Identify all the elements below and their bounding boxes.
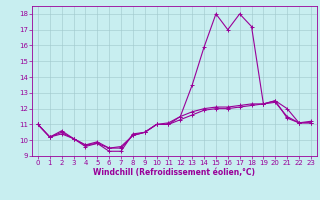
X-axis label: Windchill (Refroidissement éolien,°C): Windchill (Refroidissement éolien,°C) [93, 168, 255, 177]
